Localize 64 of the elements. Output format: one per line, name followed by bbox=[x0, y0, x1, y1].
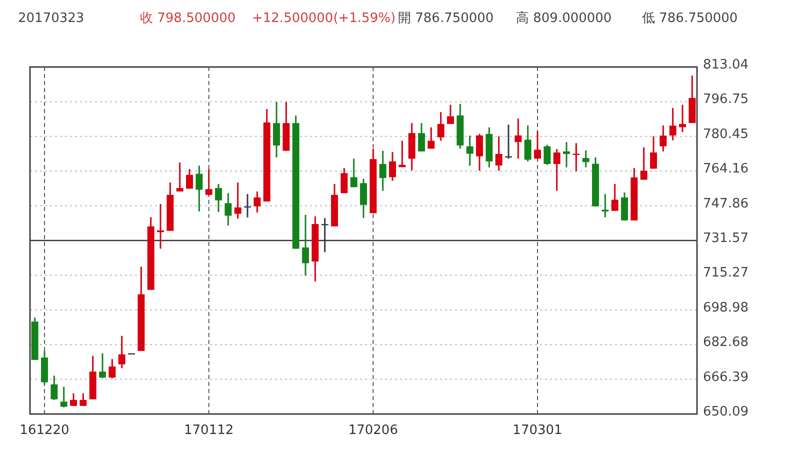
x-tick-label: 170206 bbox=[348, 423, 398, 438]
candlestick bbox=[447, 104, 454, 125]
candlestick bbox=[437, 111, 444, 142]
text: 開 786.750000 bbox=[398, 11, 494, 26]
candlestick bbox=[534, 130, 541, 160]
candlestick bbox=[176, 162, 184, 192]
candlestick bbox=[196, 164, 203, 212]
candlestick bbox=[428, 126, 435, 150]
text: 高 809.000000 bbox=[516, 10, 612, 26]
candlestick bbox=[302, 214, 309, 276]
candlestick bbox=[466, 134, 474, 166]
candlestick bbox=[476, 133, 483, 172]
candlestick bbox=[669, 107, 676, 142]
candlestick bbox=[553, 148, 560, 192]
candlestick bbox=[205, 168, 212, 196]
candlestick bbox=[70, 392, 77, 407]
candlestick bbox=[379, 150, 386, 192]
candlestick bbox=[524, 124, 532, 162]
candlestick bbox=[350, 158, 358, 188]
candlestick bbox=[99, 352, 106, 379]
y-tick-label: 731.57 bbox=[703, 231, 748, 246]
y-tick-label: 682.68 bbox=[703, 335, 748, 350]
candlestick bbox=[340, 167, 348, 194]
candlestick bbox=[254, 190, 261, 214]
candlestick bbox=[60, 386, 68, 408]
text: 低 786.750000 bbox=[642, 11, 738, 26]
candlestick bbox=[418, 122, 425, 152]
y-tick-label: 715.27 bbox=[703, 266, 748, 281]
candlestick bbox=[621, 192, 628, 222]
text: 收 798.500000 bbox=[140, 11, 236, 26]
y-tick-label: 764.16 bbox=[703, 162, 748, 177]
candlestick bbox=[611, 183, 618, 212]
candlestick bbox=[215, 183, 222, 213]
candlestick bbox=[273, 101, 280, 158]
candlestick bbox=[563, 141, 570, 168]
chart-title: 20170323 bbox=[18, 11, 84, 26]
y-tick-label: 666.39 bbox=[703, 370, 748, 385]
y-tick-label: 813.04 bbox=[703, 58, 748, 73]
candlestick bbox=[360, 178, 367, 219]
candlestick bbox=[495, 136, 502, 172]
y-tick-label: 780.45 bbox=[703, 126, 748, 142]
x-tick-label: 170112 bbox=[184, 423, 234, 438]
candlestick bbox=[389, 151, 396, 182]
x-tick-label: 170301 bbox=[512, 423, 562, 438]
candlestick bbox=[514, 118, 522, 160]
candlestick bbox=[679, 104, 686, 133]
candlestick bbox=[186, 168, 193, 190]
candlestick bbox=[660, 124, 667, 152]
candlestick bbox=[80, 392, 87, 407]
candlestick bbox=[108, 358, 116, 379]
candlestick bbox=[544, 144, 551, 166]
text: +12.500000(+1.59%) bbox=[252, 11, 396, 26]
x-tick-label: 161220 bbox=[20, 423, 70, 438]
y-tick-label: 698.98 bbox=[703, 300, 748, 316]
candlestick bbox=[650, 136, 657, 170]
candlestick bbox=[50, 374, 58, 401]
candlestick bbox=[118, 335, 126, 369]
candlestick bbox=[582, 150, 590, 168]
candlestick bbox=[224, 192, 232, 226]
candlestick bbox=[640, 146, 648, 180]
candlestick bbox=[234, 182, 242, 220]
y-tick-label: 747.86 bbox=[703, 196, 748, 212]
y-tick-label: 796.75 bbox=[703, 92, 748, 108]
y-tick-label: 650.09 bbox=[703, 404, 748, 420]
